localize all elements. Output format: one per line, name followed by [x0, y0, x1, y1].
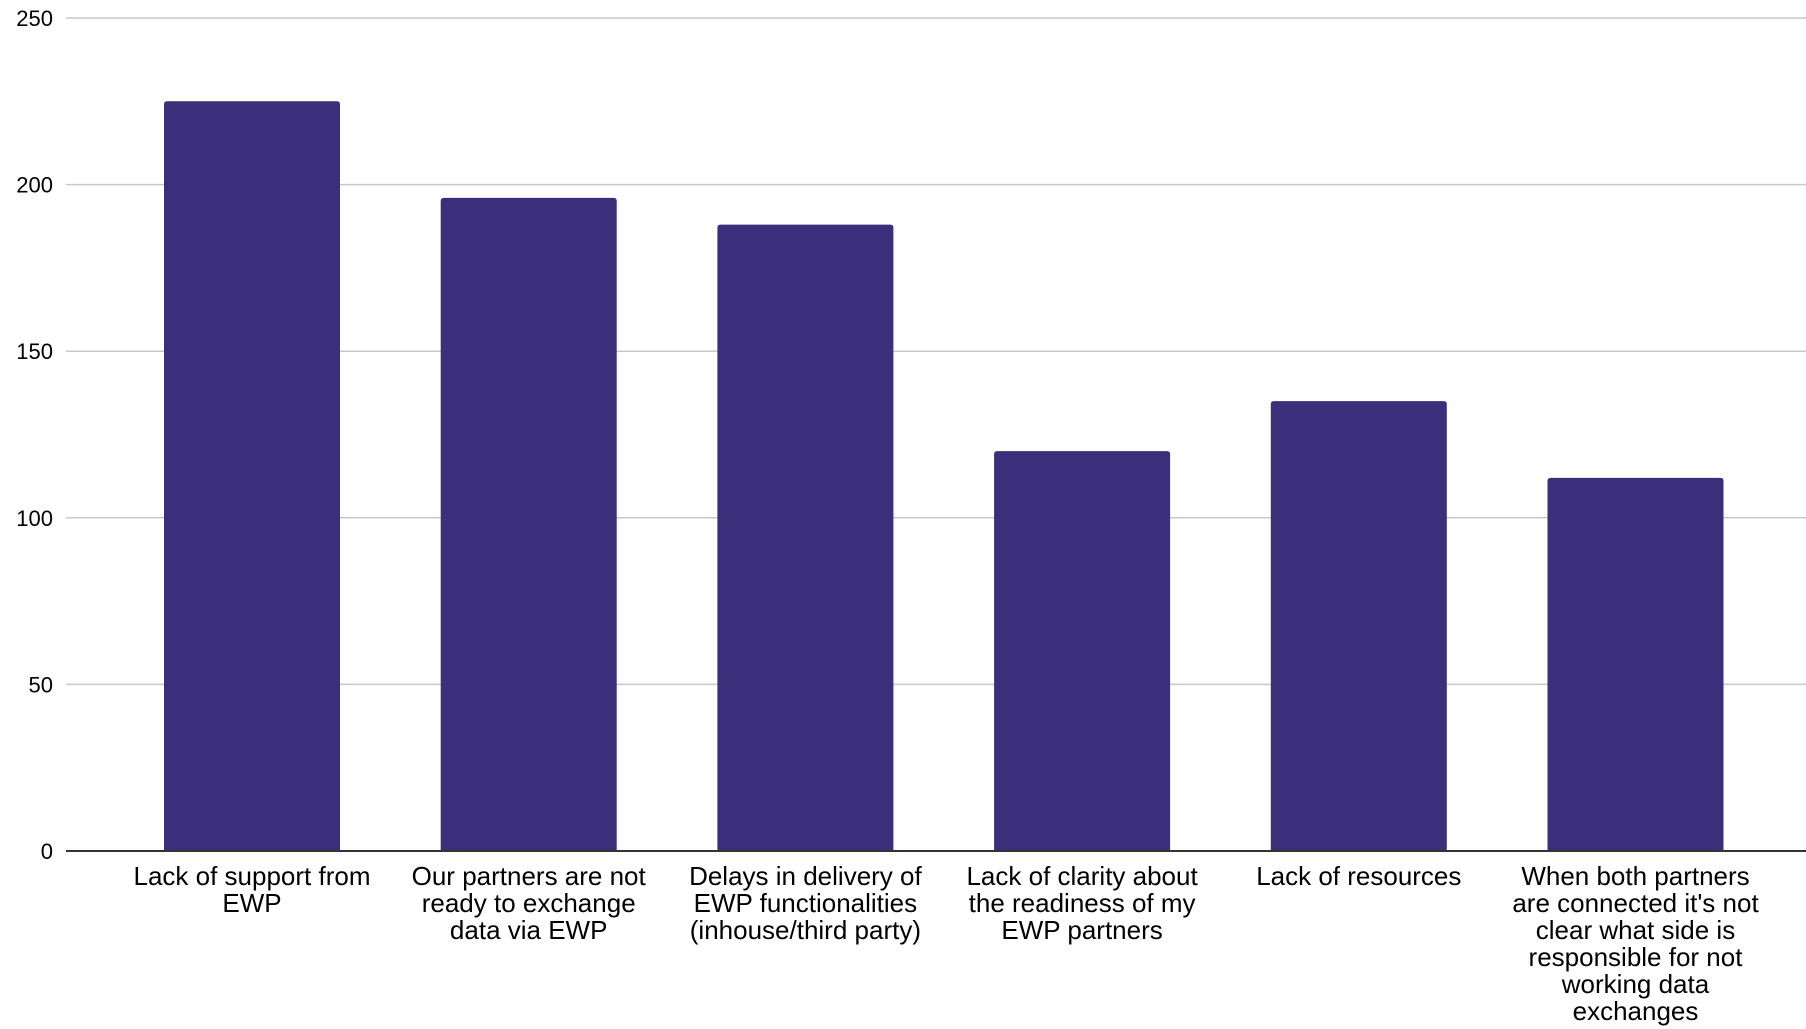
y-tick-labels: 0 50 100 150 200 250	[16, 6, 53, 864]
category-label: Delays in delivery of EWP functionalitie…	[689, 861, 922, 945]
y-tick-label: 0	[41, 839, 53, 864]
bar	[1270, 401, 1447, 851]
y-tick-label: 200	[16, 173, 53, 198]
category-label: Lack of resources	[1256, 861, 1462, 891]
bars	[164, 101, 1724, 852]
gridlines	[66, 17, 1806, 686]
bar	[1547, 477, 1724, 851]
category-label: Lack of support from EWP	[133, 861, 371, 918]
y-tick-label: 250	[16, 6, 53, 31]
bar	[994, 451, 1171, 851]
category-label: Lack of clarity about the readiness of m…	[966, 861, 1198, 945]
category-label: Our partners are not ready to exchange d…	[411, 861, 646, 945]
y-tick-label: 50	[29, 672, 53, 697]
bar	[717, 224, 894, 852]
bar	[164, 101, 340, 852]
category-label: When both partners are connected it's no…	[1512, 861, 1759, 1026]
bar	[440, 197, 617, 852]
y-tick-label: 100	[16, 506, 53, 531]
y-tick-label: 150	[16, 339, 53, 364]
